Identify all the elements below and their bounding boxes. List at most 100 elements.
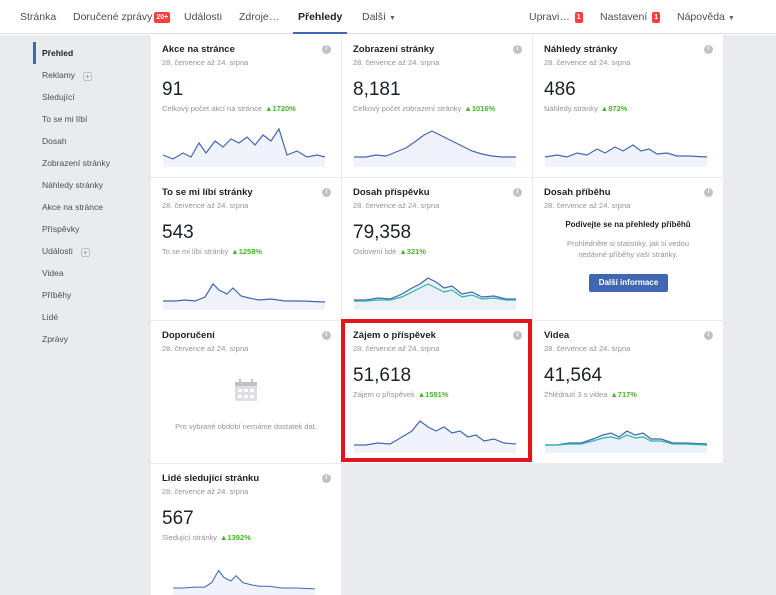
plus-icon[interactable]: +	[80, 248, 90, 257]
info-icon[interactable]: i	[704, 45, 713, 54]
sidebar-item-events[interactable]: Události +	[33, 240, 141, 262]
change-indicator: ▲1720%	[265, 104, 296, 113]
sidebar-item-messages[interactable]: Zprávy	[42, 334, 68, 344]
plus-icon[interactable]: +	[83, 72, 93, 81]
info-icon[interactable]: i	[704, 188, 713, 197]
card-page-previews[interactable]: Náhledy stránky i 28. července až 24. sr…	[533, 35, 723, 177]
card-title: Akce na stránce	[162, 44, 235, 55]
sidebar-item-actions[interactable]: Akce na stránce	[42, 202, 103, 212]
card-page-views[interactable]: Zobrazení stránky i 28. července až 24. …	[342, 35, 532, 177]
sparkline-chart	[354, 420, 517, 453]
card-value: 79,358	[353, 222, 412, 243]
change-indicator: ▲321%	[399, 247, 426, 256]
card-recommendations[interactable]: Doporučení i 28. července až 24. srpna P…	[151, 321, 341, 463]
sidebar-item-likes[interactable]: To se mi líbí	[42, 114, 88, 124]
card-page-likes[interactable]: To se mi líbí stránky i 28. července až …	[151, 178, 341, 320]
change-indicator: ▲872%	[600, 104, 628, 113]
card-title: Zobrazení stránky	[353, 44, 435, 55]
metric-label: Sledující stránky	[162, 533, 218, 542]
metric-label: To se mi líbí stránky	[162, 247, 229, 256]
card-post-reach[interactable]: Dosah příspěvku i 28. července až 24. sr…	[342, 178, 532, 320]
top-navigation: Stránka Doručené zprávy 20+ Události Zdro…	[0, 0, 776, 34]
sidebar-item-ads[interactable]: Reklamy +	[33, 64, 141, 86]
sidebar-item-page-previews[interactable]: Náhledy stránky	[42, 180, 103, 190]
sidebar-item-label: Reklamy	[42, 70, 76, 80]
card-value: 8,181	[353, 79, 401, 100]
info-icon[interactable]: i	[322, 45, 331, 54]
card-page-actions[interactable]: Akce na stránce i 28. července až 24. sr…	[151, 35, 341, 177]
change-indicator: ▲1016%	[464, 104, 496, 113]
tab-inbox[interactable]: Doručené zprávy 20+	[73, 0, 171, 34]
sparkline-chart	[545, 430, 708, 453]
edit-page-link[interactable]: Upravi… 1	[529, 0, 583, 34]
info-icon[interactable]: i	[513, 188, 522, 197]
sparkline-chart	[163, 283, 326, 310]
story-insights-heading: Podívejte se na přehledy příběhů	[565, 220, 691, 229]
settings-label: Nastavení	[600, 11, 648, 23]
metric-label: Zhlédnutí 3 s videa	[544, 390, 608, 399]
card-title: Dosah příspěvku	[353, 187, 430, 198]
sparkline-chart	[354, 130, 516, 167]
tab-insights[interactable]: Přehledy	[293, 0, 348, 34]
edit-label: Upravi…	[529, 11, 570, 23]
sparkline-chart	[354, 277, 516, 310]
card-date-range: 28. července až 24. srpna	[544, 344, 631, 353]
card-page-followers[interactable]: Lidé sledující stránku i 28. července až…	[151, 464, 341, 595]
card-subtitle: Oslovení lidé ▲321%	[353, 247, 426, 256]
story-insights-text: Prohlédněte si statistiky, jak si vedou …	[566, 239, 689, 259]
learn-more-button[interactable]: Další informace	[589, 274, 668, 292]
card-date-range: 28. července až 24. srpna	[353, 201, 440, 210]
chevron-down-icon: ▼	[388, 15, 396, 22]
tab-more[interactable]: Další ▼	[362, 0, 396, 34]
insights-sidebar: Přehled Reklamy + Sledující To se mi líbí…	[33, 42, 141, 350]
tab-more-label: Další	[362, 11, 386, 23]
edit-badge: 1	[574, 12, 583, 23]
help-link[interactable]: Nápověda ▼	[677, 0, 735, 34]
info-icon[interactable]: i	[513, 45, 522, 54]
card-value: 486	[544, 79, 576, 100]
info-icon[interactable]: i	[513, 331, 522, 340]
tab-sources[interactable]: Zdroje…	[239, 11, 280, 23]
sidebar-item-label: Události	[42, 246, 73, 256]
tab-page[interactable]: Stránka	[20, 11, 57, 23]
card-videos[interactable]: Videa i 28. července až 24. srpna 41,564…	[533, 321, 723, 463]
metric-label: Oslovení lidé	[353, 247, 397, 256]
sidebar-item-followers[interactable]: Sledující	[42, 92, 75, 102]
metric-label: Celkový počet zobrazení stránky	[353, 104, 462, 113]
sidebar-item-reach[interactable]: Dosah	[42, 136, 67, 146]
card-title: Zájem o příspěvek	[353, 330, 436, 341]
change-indicator: ▲717%	[610, 390, 637, 399]
chevron-down-icon: ▼	[727, 15, 735, 22]
metric-label: Celkový počet akcí na stránce	[162, 104, 263, 113]
tab-events[interactable]: Události	[184, 11, 222, 23]
sparkline-chart	[162, 127, 326, 167]
card-title: Dosah příběhu	[544, 187, 611, 198]
sidebar-item-videos[interactable]: Videa	[42, 268, 64, 278]
card-value: 41,564	[544, 365, 603, 386]
info-icon[interactable]: i	[322, 331, 331, 340]
card-subtitle: Zájem o příspěvek ▲1591%	[353, 390, 448, 399]
info-icon[interactable]: i	[322, 474, 331, 483]
card-date-range: 28. července až 24. srpna	[162, 201, 249, 210]
sparkline-chart	[173, 569, 315, 595]
info-icon[interactable]: i	[322, 188, 331, 197]
change-indicator: ▲1591%	[417, 390, 449, 399]
tab-inbox-label: Doručené zprávy	[73, 11, 153, 23]
settings-badge: 1	[652, 12, 661, 23]
inbox-badge: 20+	[154, 12, 171, 23]
calendar-icon	[235, 379, 257, 401]
info-icon[interactable]: i	[704, 331, 713, 340]
sidebar-item-page-views[interactable]: Zobrazení stránky	[42, 158, 111, 168]
card-date-range: 28. července až 24. srpna	[544, 58, 631, 67]
sidebar-item-stories[interactable]: Příběhy	[42, 290, 72, 300]
card-date-range: 28. července až 24. srpna	[353, 344, 440, 353]
sidebar-item-overview[interactable]: Přehled	[33, 42, 141, 64]
sidebar-item-people[interactable]: Lidé	[42, 312, 59, 322]
card-story-reach[interactable]: Dosah příběhu i 28. července až 24. srpn…	[533, 178, 723, 320]
settings-link[interactable]: Nastavení 1	[600, 0, 661, 34]
sidebar-item-posts[interactable]: Příspěvky	[42, 224, 80, 234]
card-title: Náhledy stránky	[544, 44, 618, 55]
card-post-engagement[interactable]: Zájem o příspěvek i 28. července až 24. …	[342, 321, 532, 463]
card-value: 91	[162, 79, 184, 100]
card-subtitle: Náhledy stránky ▲872%	[544, 104, 627, 113]
